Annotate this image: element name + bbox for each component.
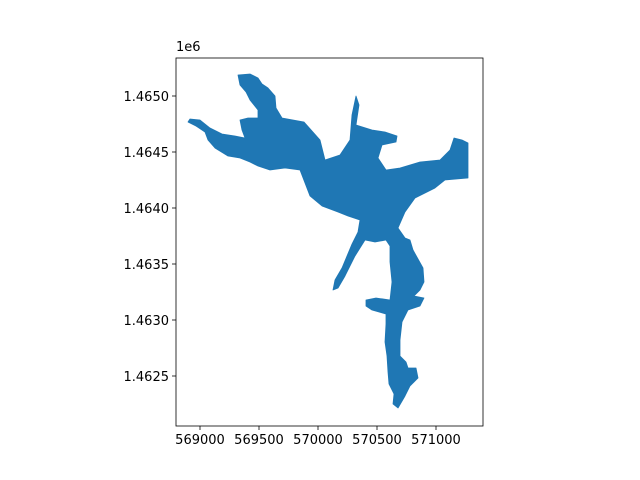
x-tick-label: 571000 — [411, 433, 461, 448]
y-tick-label: 1.4645 — [124, 146, 170, 161]
y-offset-label: 1e6 — [176, 40, 201, 55]
y-tick-label: 1.4640 — [124, 202, 170, 217]
x-tick-label: 569000 — [175, 433, 225, 448]
axes-frame — [175, 57, 484, 427]
y-tick-label: 1.4635 — [124, 258, 170, 273]
x-tick-label: 569500 — [234, 433, 284, 448]
x-axis: 569000 569500 570000 570500 571000 — [175, 426, 461, 448]
polygon-layer — [187, 73, 469, 409]
x-tick-label: 570000 — [293, 433, 343, 448]
y-tick-label: 1.4630 — [124, 314, 170, 329]
y-axis: 1.4625 1.4630 1.4635 1.4640 1.4645 1.4650 — [124, 90, 176, 385]
y-tick-label: 1.4650 — [124, 90, 170, 105]
y-tick-label: 1.4625 — [124, 370, 170, 385]
x-tick-label: 570500 — [352, 433, 402, 448]
water-body-polygon — [187, 73, 469, 409]
